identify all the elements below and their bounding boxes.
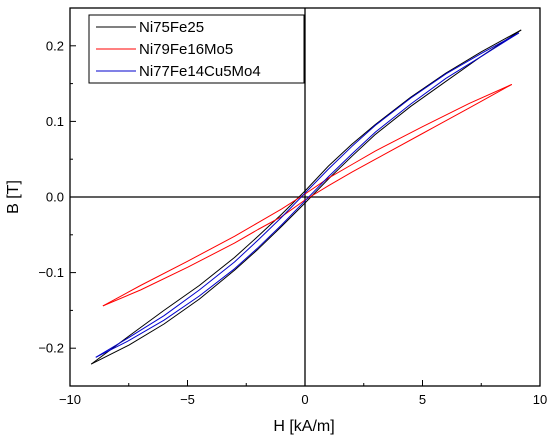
series-0-descending-branch — [90, 29, 522, 365]
legend-label-1: Ni79Fe16Mo5 — [139, 41, 233, 58]
y-tick-label: −0.1 — [38, 265, 64, 280]
y-tick-label: 0.2 — [46, 38, 64, 53]
ticks-layer: −10 −5 0 5 10 −0.2 −0.1 0.0 0.1 0.2 — [38, 7, 547, 407]
series-0-ascending-branch — [90, 29, 522, 365]
legend: Ni75Fe25 Ni79Fe16Mo5 Ni77Fe14Cu5Mo4 — [88, 14, 305, 84]
legend-label-2: Ni77Fe14Cu5Mo4 — [139, 63, 261, 80]
series-1-ascending-branch — [102, 83, 513, 307]
series-2-descending-branch — [95, 32, 520, 358]
y-tick-label: 0.0 — [46, 190, 64, 205]
x-tick-label: 5 — [419, 392, 426, 407]
legend-label-0: Ni75Fe25 — [139, 19, 204, 36]
series-layer — [90, 29, 522, 365]
zero-lines — [70, 8, 540, 386]
y-axis-title: B [T] — [5, 180, 22, 214]
y-tick-label: −0.2 — [38, 341, 64, 356]
y-tick-label: 0.1 — [46, 114, 64, 129]
x-axis-title: H [kA/m] — [273, 418, 334, 435]
series-2-ascending-branch — [95, 32, 520, 358]
x-tick-label: 10 — [533, 392, 547, 407]
x-tick-label: 0 — [301, 392, 308, 407]
x-tick-label: −10 — [59, 392, 81, 407]
legend-items: Ni75Fe25 Ni79Fe16Mo5 Ni77Fe14Cu5Mo4 — [96, 19, 261, 80]
x-tick-label: −5 — [180, 392, 195, 407]
series-1-descending-branch — [102, 83, 513, 307]
